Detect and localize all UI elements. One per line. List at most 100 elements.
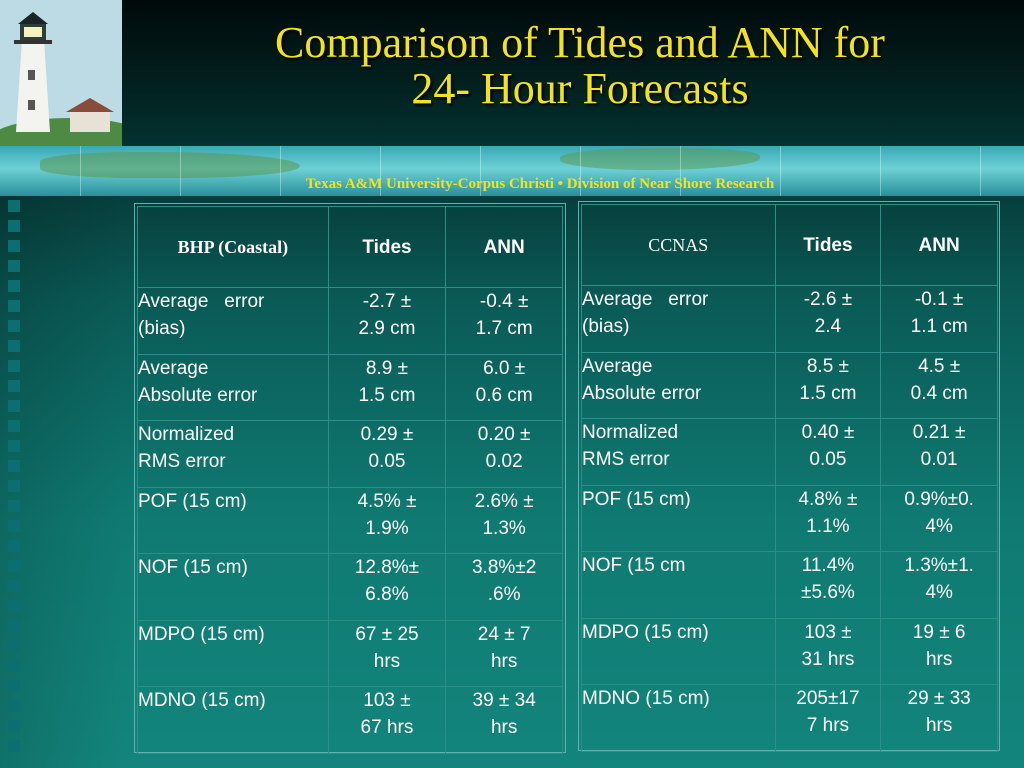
cell-line: 0.4 cm [910,382,968,404]
cell-line: hrs [925,715,953,736]
cell-line: 39 ± 34 [472,690,536,711]
tides-value-cell: 4.8% ± 1.1% [774,484,882,552]
decorative-squares [8,200,22,760]
table-row: Average error (bias) -2.7 ± 2.9 cm -0.4 ± 1.7… [137,287,563,355]
cell-line: 0.29 ± [360,424,414,445]
table-row: Normalized RMS error 0.29 ± 0.05 0.20 ± 0.02 [137,420,563,488]
header-tides: Tides [327,206,447,288]
ann-value-cell: 0.20 ± 0.02 [445,420,563,488]
cell-line: 0.21 ± [912,422,966,443]
cell-line: Absolute error [138,384,258,406]
page-title: Comparison of Tides and ANN for 24- Hour… [150,20,1010,112]
cell-line: 0.20 ± [477,424,531,445]
cell-line: Average error [138,291,265,312]
cell-line: 0.05 [809,449,847,470]
header-tides: Tides [774,204,882,286]
metric-label-cell: MDNO (15 cm) [137,686,329,754]
cell-line: 7 hrs [806,715,850,736]
cell-line: Average error [582,289,709,310]
table-row: Average Absolute error 8.9 ± 1.5 cm 6.0 ± 0.6… [137,353,563,421]
cell-line: 8.9 ± [365,357,409,379]
cell-line: 4.8% ± [798,488,858,510]
cell-line: -2.7 ± [362,291,412,312]
tides-value-cell: 4.5% ± 1.9% [327,486,447,554]
ann-value-cell: 39 ± 34 hrs [445,686,563,754]
metric-label-cell: NOF (15 cm) [137,553,329,621]
table-row: Normalized RMS error 0.40 ± 0.05 0.21 ± 0.01 [581,418,998,486]
tides-value-cell: 8.5 ± 1.5 cm [774,351,882,419]
tides-value-cell: 103 ± 67 hrs [327,686,447,754]
ann-value-cell: 6.0 ± 0.6 cm [445,353,563,421]
ann-value-cell: -0.1 ± 1.1 cm [880,285,998,353]
table-row: NOF (15 cm 11.4% ±5.6% 1.3%±1. 4% [581,551,998,619]
cell-line: 1.5 cm [358,384,416,406]
bhp-comparison-table: BHP (Coastal) Tides ANN Average error (bi… [137,206,563,754]
metric-label-cell: Average Absolute error [581,351,776,419]
table-header-row: CCNAS Tides ANN [581,204,998,286]
cell-line: 11.4% [801,555,855,576]
table-row: NOF (15 cm) 12.8%± 6.8% 3.8%±2 .6% [137,553,563,621]
table-row: MDPO (15 cm) 103 ± 31 hrs 19 ± 6 hrs [581,617,998,685]
cell-line: MDNO (15 cm) [138,690,266,711]
cell-line: 0.05 [368,451,406,472]
cell-line: -0.4 ± [479,291,529,312]
header-ann: ANN [445,206,563,288]
cell-line: NOF (15 cm) [138,557,248,578]
tides-value-cell: -2.7 ± 2.9 cm [327,287,447,355]
cell-line: 2.6% ± [474,490,534,512]
ann-value-cell: 19 ± 6 hrs [880,617,998,685]
metric-label-cell: Normalized RMS error [581,418,776,486]
metric-label-cell: NOF (15 cm [581,551,776,619]
cell-line: hrs [490,717,518,738]
cell-line: 0.01 [920,449,958,470]
cell-line: ±5.6% [801,582,855,603]
cell-line: NOF (15 cm [582,555,686,576]
table-row: POF (15 cm) 4.5% ± 1.9% 2.6% ± 1.3% [137,486,563,554]
cell-line: Normalized [138,424,235,445]
cell-line: 3.8%±2 [471,557,537,578]
cell-line: 4.5 ± [918,355,961,377]
cell-line: Average [582,355,653,377]
table-row: MDPO (15 cm) 67 ± 25 hrs 24 ± 7 hrs [137,619,563,687]
metric-label-cell: MDPO (15 cm) [581,617,776,685]
metric-label-cell: Average error (bias) [137,287,329,355]
cell-line: 6.8% [365,584,409,605]
cell-line: -0.1 ± [914,289,964,310]
cell-line: 19 ± 6 [912,621,966,643]
tides-value-cell: 103 ± 31 hrs [774,617,882,685]
table-row: POF (15 cm) 4.8% ± 1.1% 0.9%±0. 4% [581,484,998,552]
cell-line: (bias) [582,316,630,337]
cell-line: MDPO (15 cm) [582,621,709,643]
table-row: Average error (bias) -2.6 ± 2.4 -0.1 ± 1.1 cm [581,285,998,353]
left-decor-band [0,196,124,768]
metric-label-cell: Average Absolute error [137,353,329,421]
cell-line: 67 ± 25 [355,623,419,645]
metric-label-cell: MDPO (15 cm) [137,619,329,687]
table-row: Average Absolute error 8.5 ± 1.5 cm 4.5 ± 0.4… [581,351,998,419]
cell-line: POF (15 cm) [582,488,691,510]
subtitle-affiliation: Texas A&M University-Corpus Christi • Di… [305,176,775,192]
ann-value-cell: 3.8%±2 .6% [445,553,563,621]
cell-line: hrs [373,650,401,672]
tides-value-cell: 12.8%± 6.8% [327,553,447,621]
tides-value-cell: 11.4% ±5.6% [774,551,882,619]
cell-line: Absolute error [582,382,702,404]
metric-label-cell: Average error (bias) [581,285,776,353]
ccnas-comparison-table: CCNAS Tides ANN Average error (bias) -2.6 … [581,204,998,752]
cell-line: 2.9 cm [358,318,416,339]
cell-line: 8.5 ± [806,355,849,377]
cell-line: 0.40 ± [801,422,855,443]
cell-line: RMS error [138,451,226,472]
cell-line: 0.02 [485,451,523,472]
cell-line: 6.0 ± [483,357,526,379]
tides-value-cell: 205±17 7 hrs [774,684,882,752]
cell-line: 12.8%± [354,557,420,578]
cell-line: 1.3% [482,517,526,539]
cell-line: 4% [925,582,953,603]
cell-line: 31 hrs [801,648,855,670]
table-header-row: BHP (Coastal) Tides ANN [137,206,563,288]
tides-value-cell: 67 ± 25 hrs [327,619,447,687]
cell-line: 24 ± 7 [477,623,531,645]
header-bar: Comparison of Tides and ANN for 24- Hour… [0,0,1024,146]
lighthouse-logo [0,0,122,146]
